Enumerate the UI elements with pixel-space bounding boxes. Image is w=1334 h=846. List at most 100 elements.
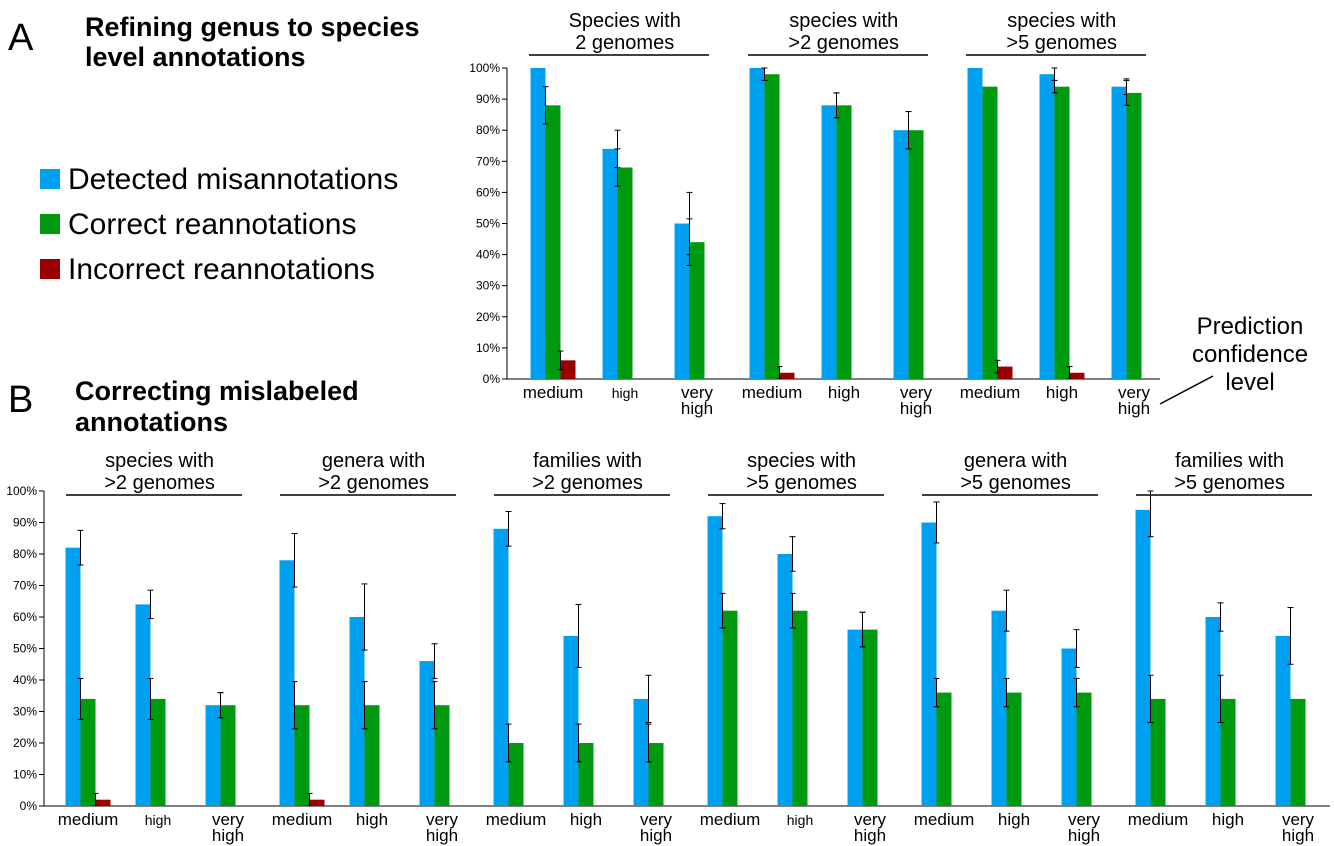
bar-correct (792, 610, 808, 806)
confidence-label-line-3: level (1225, 369, 1274, 396)
bar-detected (493, 528, 509, 806)
group-label: genera with (322, 450, 425, 472)
category-label: high (640, 826, 672, 845)
y-tick-label: 70% (476, 154, 500, 168)
bar-detected (1205, 617, 1221, 806)
category-label: high (612, 385, 638, 401)
bar-detected (707, 516, 723, 806)
group-label: >2 genomes (532, 472, 643, 494)
group-label: 2 genomes (575, 32, 674, 54)
bar-correct (936, 692, 952, 806)
group-label: families with (533, 450, 642, 472)
group-label: >5 genomes (1006, 32, 1117, 54)
bar-detected (674, 223, 690, 379)
bar-correct (1150, 698, 1166, 806)
bar-correct (1220, 698, 1236, 806)
legend-swatch-detected (40, 169, 60, 189)
bar-correct (1290, 698, 1306, 806)
category-label: medium (272, 810, 332, 829)
y-tick-label: 10% (13, 768, 37, 782)
panel-b-letter: B (8, 379, 33, 421)
group-label: >5 genomes (746, 472, 857, 494)
category-label: high (570, 810, 602, 829)
bar-correct (80, 698, 96, 806)
bar-incorrect (1069, 372, 1085, 379)
bar-detected (563, 635, 579, 806)
bar-detected (349, 617, 365, 806)
category-label: very (900, 383, 933, 402)
bar-detected (847, 629, 863, 806)
bar-detected (633, 698, 649, 806)
y-tick-label: 20% (476, 310, 500, 324)
group-label: species with (1007, 10, 1116, 32)
legend-label-correct: Correct reannotations (68, 208, 357, 241)
bar-detected (279, 560, 295, 806)
category-label: very (1118, 383, 1151, 402)
category-label: high (1282, 826, 1314, 845)
chart-b: 0% 10% 20% 30% 40% 50% 60% 70% 80% 90% 100% species… (6, 450, 1330, 845)
y-tick-label: 40% (13, 673, 37, 687)
y-tick-label: 50% (13, 642, 37, 656)
y-tick-label: 90% (476, 92, 500, 106)
y-tick-label: 50% (476, 217, 500, 231)
group-label: >2 genomes (788, 32, 899, 54)
bar-correct (434, 705, 450, 806)
bar-correct (150, 698, 166, 806)
bar-correct (908, 130, 924, 379)
panel-b-title-line-1: Correcting mislabeled (75, 376, 359, 406)
group-label: genera with (964, 450, 1067, 472)
y-tick-label: 80% (13, 547, 37, 561)
legend-label-detected: Detected misannotations (68, 163, 398, 196)
category-label: high (212, 826, 244, 845)
bar-correct (764, 74, 780, 379)
bar-detected (419, 661, 435, 806)
bar-correct (722, 610, 738, 806)
y-tick-label: 10% (476, 341, 500, 355)
bar-correct (1076, 692, 1092, 806)
confidence-annotation: Prediction confidence level (1159, 313, 1308, 405)
bar-detected (921, 522, 937, 806)
y-tick-label: 60% (476, 185, 500, 199)
category-label: very (681, 383, 714, 402)
bar-detected (893, 130, 909, 379)
legend-label-incorrect: Incorrect reannotations (68, 253, 375, 286)
bar-detected (821, 105, 837, 379)
category-label: high (998, 810, 1030, 829)
bar-correct (508, 743, 524, 806)
bar-correct (364, 705, 380, 806)
category-label: high (787, 812, 813, 828)
bar-detected (602, 148, 618, 379)
bar-correct (220, 705, 236, 806)
bar-incorrect (309, 799, 325, 806)
category-label: very (1068, 810, 1101, 829)
y-tick-label: 0% (20, 799, 38, 813)
category-label: medium (960, 383, 1020, 402)
group-label: families with (1175, 450, 1284, 472)
legend: Detected misannotations Correct reannota… (40, 163, 398, 286)
group-label: species with (789, 10, 898, 32)
y-tick-label: 100% (469, 61, 500, 75)
category-label: medium (700, 810, 760, 829)
bar-detected (777, 554, 793, 806)
confidence-label-line-2: confidence (1192, 341, 1308, 368)
bar-incorrect (997, 366, 1013, 379)
y-tick-label: 80% (476, 123, 500, 137)
bar-correct (545, 105, 561, 379)
bar-detected (1275, 635, 1291, 806)
panel-a-title-line-1: Refining genus to species (85, 12, 420, 42)
category-label: medium (742, 383, 802, 402)
category-label: medium (1128, 810, 1188, 829)
bar-correct (617, 167, 633, 379)
category-label: very (1282, 810, 1315, 829)
category-label: high (681, 399, 713, 418)
y-tick-label: 70% (13, 579, 37, 593)
category-label: medium (58, 810, 118, 829)
panel-b-title-line-2: annotations (75, 407, 228, 437)
bar-detected (135, 604, 151, 806)
group-label: species with (747, 450, 856, 472)
bar-correct (1006, 692, 1022, 806)
bar-detected (967, 68, 983, 379)
category-label: high (356, 810, 388, 829)
bar-detected (1111, 86, 1127, 379)
